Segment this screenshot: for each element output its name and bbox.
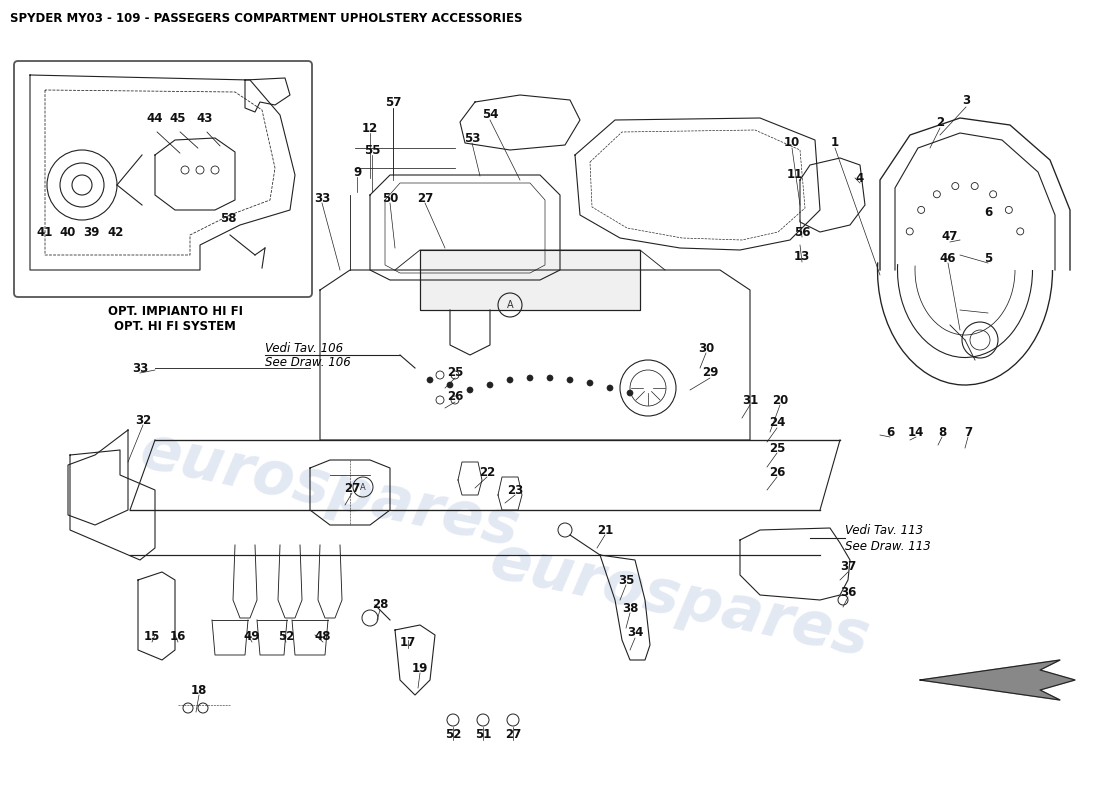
Text: Vedi Tav. 106: Vedi Tav. 106 bbox=[265, 342, 343, 354]
Text: eurospares: eurospares bbox=[485, 531, 876, 669]
Text: 53: 53 bbox=[464, 131, 481, 145]
Text: eurospares: eurospares bbox=[135, 421, 525, 559]
Text: 4: 4 bbox=[856, 171, 865, 185]
Polygon shape bbox=[420, 250, 640, 310]
Text: 36: 36 bbox=[839, 586, 856, 598]
Polygon shape bbox=[920, 660, 1075, 700]
Text: 48: 48 bbox=[315, 630, 331, 643]
Text: 27: 27 bbox=[505, 729, 521, 742]
Circle shape bbox=[487, 382, 493, 388]
Text: 29: 29 bbox=[702, 366, 718, 379]
Text: 52: 52 bbox=[278, 630, 294, 643]
Text: 39: 39 bbox=[82, 226, 99, 239]
FancyBboxPatch shape bbox=[14, 61, 312, 297]
Text: 44: 44 bbox=[146, 111, 163, 125]
Text: 6: 6 bbox=[886, 426, 894, 438]
Text: 1: 1 bbox=[830, 137, 839, 150]
Text: 2: 2 bbox=[936, 117, 944, 130]
Text: 23: 23 bbox=[507, 483, 524, 497]
Text: 16: 16 bbox=[169, 630, 186, 643]
Text: 52: 52 bbox=[444, 729, 461, 742]
Text: 10: 10 bbox=[784, 137, 800, 150]
Text: 41: 41 bbox=[36, 226, 53, 239]
Text: 21: 21 bbox=[597, 523, 613, 537]
Text: 30: 30 bbox=[697, 342, 714, 354]
Circle shape bbox=[547, 375, 553, 381]
Text: 24: 24 bbox=[769, 417, 785, 430]
Circle shape bbox=[507, 377, 513, 383]
Text: A: A bbox=[360, 482, 366, 491]
Text: 5: 5 bbox=[983, 251, 992, 265]
Text: 27: 27 bbox=[344, 482, 360, 494]
Text: 28: 28 bbox=[372, 598, 388, 611]
Text: Vedi Tav. 113: Vedi Tav. 113 bbox=[845, 523, 923, 537]
Text: OPT. IMPIANTO HI FI: OPT. IMPIANTO HI FI bbox=[108, 305, 242, 318]
Text: 46: 46 bbox=[939, 251, 956, 265]
Text: 33: 33 bbox=[314, 191, 330, 205]
Text: See Draw. 113: See Draw. 113 bbox=[845, 541, 931, 554]
Text: 13: 13 bbox=[794, 250, 810, 263]
Text: 31: 31 bbox=[741, 394, 758, 406]
Text: 3: 3 bbox=[961, 94, 970, 106]
Text: 54: 54 bbox=[482, 109, 498, 122]
Text: 9: 9 bbox=[353, 166, 361, 178]
Text: 37: 37 bbox=[840, 561, 856, 574]
Text: 27: 27 bbox=[417, 191, 433, 205]
Text: 7: 7 bbox=[964, 426, 972, 438]
Text: 35: 35 bbox=[618, 574, 635, 586]
Text: 43: 43 bbox=[197, 111, 213, 125]
Text: 57: 57 bbox=[385, 97, 402, 110]
Text: 22: 22 bbox=[478, 466, 495, 478]
Text: 50: 50 bbox=[382, 191, 398, 205]
Text: 25: 25 bbox=[447, 366, 463, 379]
Text: 32: 32 bbox=[135, 414, 151, 426]
Text: 47: 47 bbox=[942, 230, 958, 243]
Circle shape bbox=[468, 387, 473, 393]
Text: 6: 6 bbox=[983, 206, 992, 219]
Text: 42: 42 bbox=[108, 226, 124, 239]
Text: See Draw. 106: See Draw. 106 bbox=[265, 357, 351, 370]
Circle shape bbox=[566, 377, 573, 383]
Text: 14: 14 bbox=[908, 426, 924, 438]
Text: 15: 15 bbox=[144, 630, 161, 643]
Text: 17: 17 bbox=[400, 637, 416, 650]
Text: 8: 8 bbox=[938, 426, 946, 438]
Circle shape bbox=[427, 377, 433, 383]
Text: 18: 18 bbox=[190, 683, 207, 697]
Text: 56: 56 bbox=[794, 226, 811, 238]
Text: 25: 25 bbox=[769, 442, 785, 454]
Text: 26: 26 bbox=[769, 466, 785, 478]
Text: SPYDER MY03 - 109 - PASSEGERS COMPARTMENT UPHOLSTERY ACCESSORIES: SPYDER MY03 - 109 - PASSEGERS COMPARTMEN… bbox=[10, 12, 522, 25]
Text: 58: 58 bbox=[220, 211, 236, 225]
Text: 19: 19 bbox=[411, 662, 428, 674]
Text: 49: 49 bbox=[244, 630, 261, 643]
Text: OPT. HI FI SYSTEM: OPT. HI FI SYSTEM bbox=[114, 320, 235, 333]
Circle shape bbox=[627, 390, 632, 396]
Text: 38: 38 bbox=[621, 602, 638, 614]
Text: 40: 40 bbox=[59, 226, 76, 239]
Text: 34: 34 bbox=[627, 626, 644, 639]
Text: 33: 33 bbox=[132, 362, 148, 374]
Text: 26: 26 bbox=[447, 390, 463, 403]
Text: 12: 12 bbox=[362, 122, 378, 134]
Text: 11: 11 bbox=[786, 169, 803, 182]
Text: 51: 51 bbox=[475, 729, 492, 742]
Text: 20: 20 bbox=[772, 394, 788, 406]
Text: 55: 55 bbox=[364, 143, 381, 157]
Circle shape bbox=[447, 382, 453, 388]
Circle shape bbox=[587, 380, 593, 386]
Circle shape bbox=[527, 375, 534, 381]
Text: 45: 45 bbox=[169, 111, 186, 125]
Circle shape bbox=[607, 385, 613, 391]
Text: A: A bbox=[507, 300, 514, 310]
